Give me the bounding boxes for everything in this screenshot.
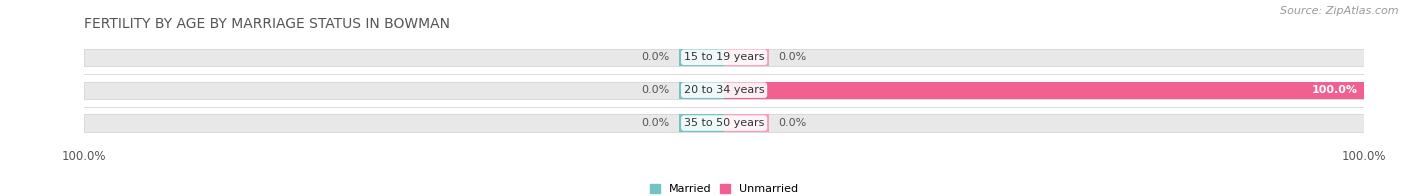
Text: 15 to 19 years: 15 to 19 years	[683, 52, 765, 62]
Text: 35 to 50 years: 35 to 50 years	[683, 118, 765, 128]
Bar	[679, 82, 724, 99]
Text: 0.0%: 0.0%	[641, 52, 669, 62]
Bar	[679, 114, 724, 132]
Bar	[724, 114, 769, 132]
Text: 0.0%: 0.0%	[641, 85, 669, 95]
Legend: Married, Unmarried: Married, Unmarried	[645, 179, 803, 196]
Text: 0.0%: 0.0%	[779, 52, 807, 62]
Text: 0.0%: 0.0%	[779, 118, 807, 128]
Bar	[84, 82, 1364, 99]
Bar	[724, 82, 1364, 99]
Text: Source: ZipAtlas.com: Source: ZipAtlas.com	[1281, 6, 1399, 16]
Bar	[724, 49, 769, 66]
Text: 100.0%: 100.0%	[1312, 85, 1357, 95]
Bar	[679, 49, 724, 66]
Text: 20 to 34 years: 20 to 34 years	[683, 85, 765, 95]
Text: FERTILITY BY AGE BY MARRIAGE STATUS IN BOWMAN: FERTILITY BY AGE BY MARRIAGE STATUS IN B…	[84, 17, 450, 31]
Bar	[84, 49, 1364, 66]
Text: 0.0%: 0.0%	[641, 118, 669, 128]
Bar	[84, 114, 1364, 132]
